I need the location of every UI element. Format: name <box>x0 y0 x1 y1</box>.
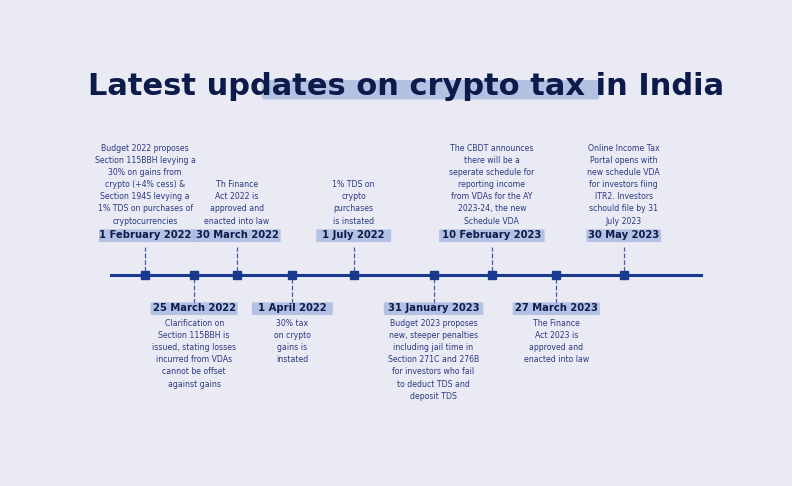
FancyBboxPatch shape <box>552 271 560 279</box>
FancyBboxPatch shape <box>620 271 628 279</box>
Text: Budget 2023 proposes
new, steeper penalties
including jail time in
Section 271C : Budget 2023 proposes new, steeper penalt… <box>388 319 479 400</box>
Text: 31 January 2023: 31 January 2023 <box>388 303 479 313</box>
FancyBboxPatch shape <box>141 271 149 279</box>
Text: 30 May 2023: 30 May 2023 <box>588 230 660 240</box>
Text: 30 March 2022: 30 March 2022 <box>196 230 279 240</box>
Text: Latest updates on crypto tax in India: Latest updates on crypto tax in India <box>88 72 724 101</box>
FancyBboxPatch shape <box>95 229 195 242</box>
Text: 30% tax
on crypto
gains is
instated: 30% tax on crypto gains is instated <box>274 319 310 364</box>
FancyBboxPatch shape <box>586 229 661 242</box>
Text: 1% TDS on
crypto
purchases
is instated: 1% TDS on crypto purchases is instated <box>333 180 375 226</box>
Text: Clarification on
Section 115BBH is
issued, stating losses
incurred from VDAs
can: Clarification on Section 115BBH is issue… <box>152 319 236 388</box>
Text: Online Income Tax
Portal opens with
new schedule VDA
for investors fiing
ITR2. I: Online Income Tax Portal opens with new … <box>588 144 660 226</box>
FancyBboxPatch shape <box>233 271 241 279</box>
Text: 25 March 2022: 25 March 2022 <box>153 303 236 313</box>
FancyBboxPatch shape <box>488 271 496 279</box>
FancyBboxPatch shape <box>252 302 333 315</box>
Text: Budget 2022 proposes
Section 115BBH levying a
30% on gains from
crypto (+4% cess: Budget 2022 proposes Section 115BBH levy… <box>94 144 196 226</box>
FancyBboxPatch shape <box>193 229 280 242</box>
FancyBboxPatch shape <box>384 302 483 315</box>
Text: 10 February 2023: 10 February 2023 <box>442 230 542 240</box>
FancyBboxPatch shape <box>316 229 391 242</box>
Text: 1 July 2022: 1 July 2022 <box>322 230 385 240</box>
Text: 1 April 2022: 1 April 2022 <box>258 303 326 313</box>
Text: 1 February 2022: 1 February 2022 <box>99 230 191 240</box>
FancyBboxPatch shape <box>190 271 198 279</box>
Text: Th Finance
Act 2022 is
approved and
enacted into law: Th Finance Act 2022 is approved and enac… <box>204 180 270 226</box>
Text: The Finance
Act 2023 is
approved and
enacted into law: The Finance Act 2023 is approved and ena… <box>524 319 589 364</box>
FancyBboxPatch shape <box>150 302 238 315</box>
FancyBboxPatch shape <box>429 271 437 279</box>
FancyBboxPatch shape <box>350 271 358 279</box>
Text: 27 March 2023: 27 March 2023 <box>515 303 598 313</box>
Text: The CBDT announces
there will be a
seperate schedule for
reporting income
from V: The CBDT announces there will be a seper… <box>449 144 535 226</box>
FancyBboxPatch shape <box>288 271 296 279</box>
FancyBboxPatch shape <box>439 229 545 242</box>
FancyBboxPatch shape <box>512 302 600 315</box>
FancyBboxPatch shape <box>261 80 600 100</box>
